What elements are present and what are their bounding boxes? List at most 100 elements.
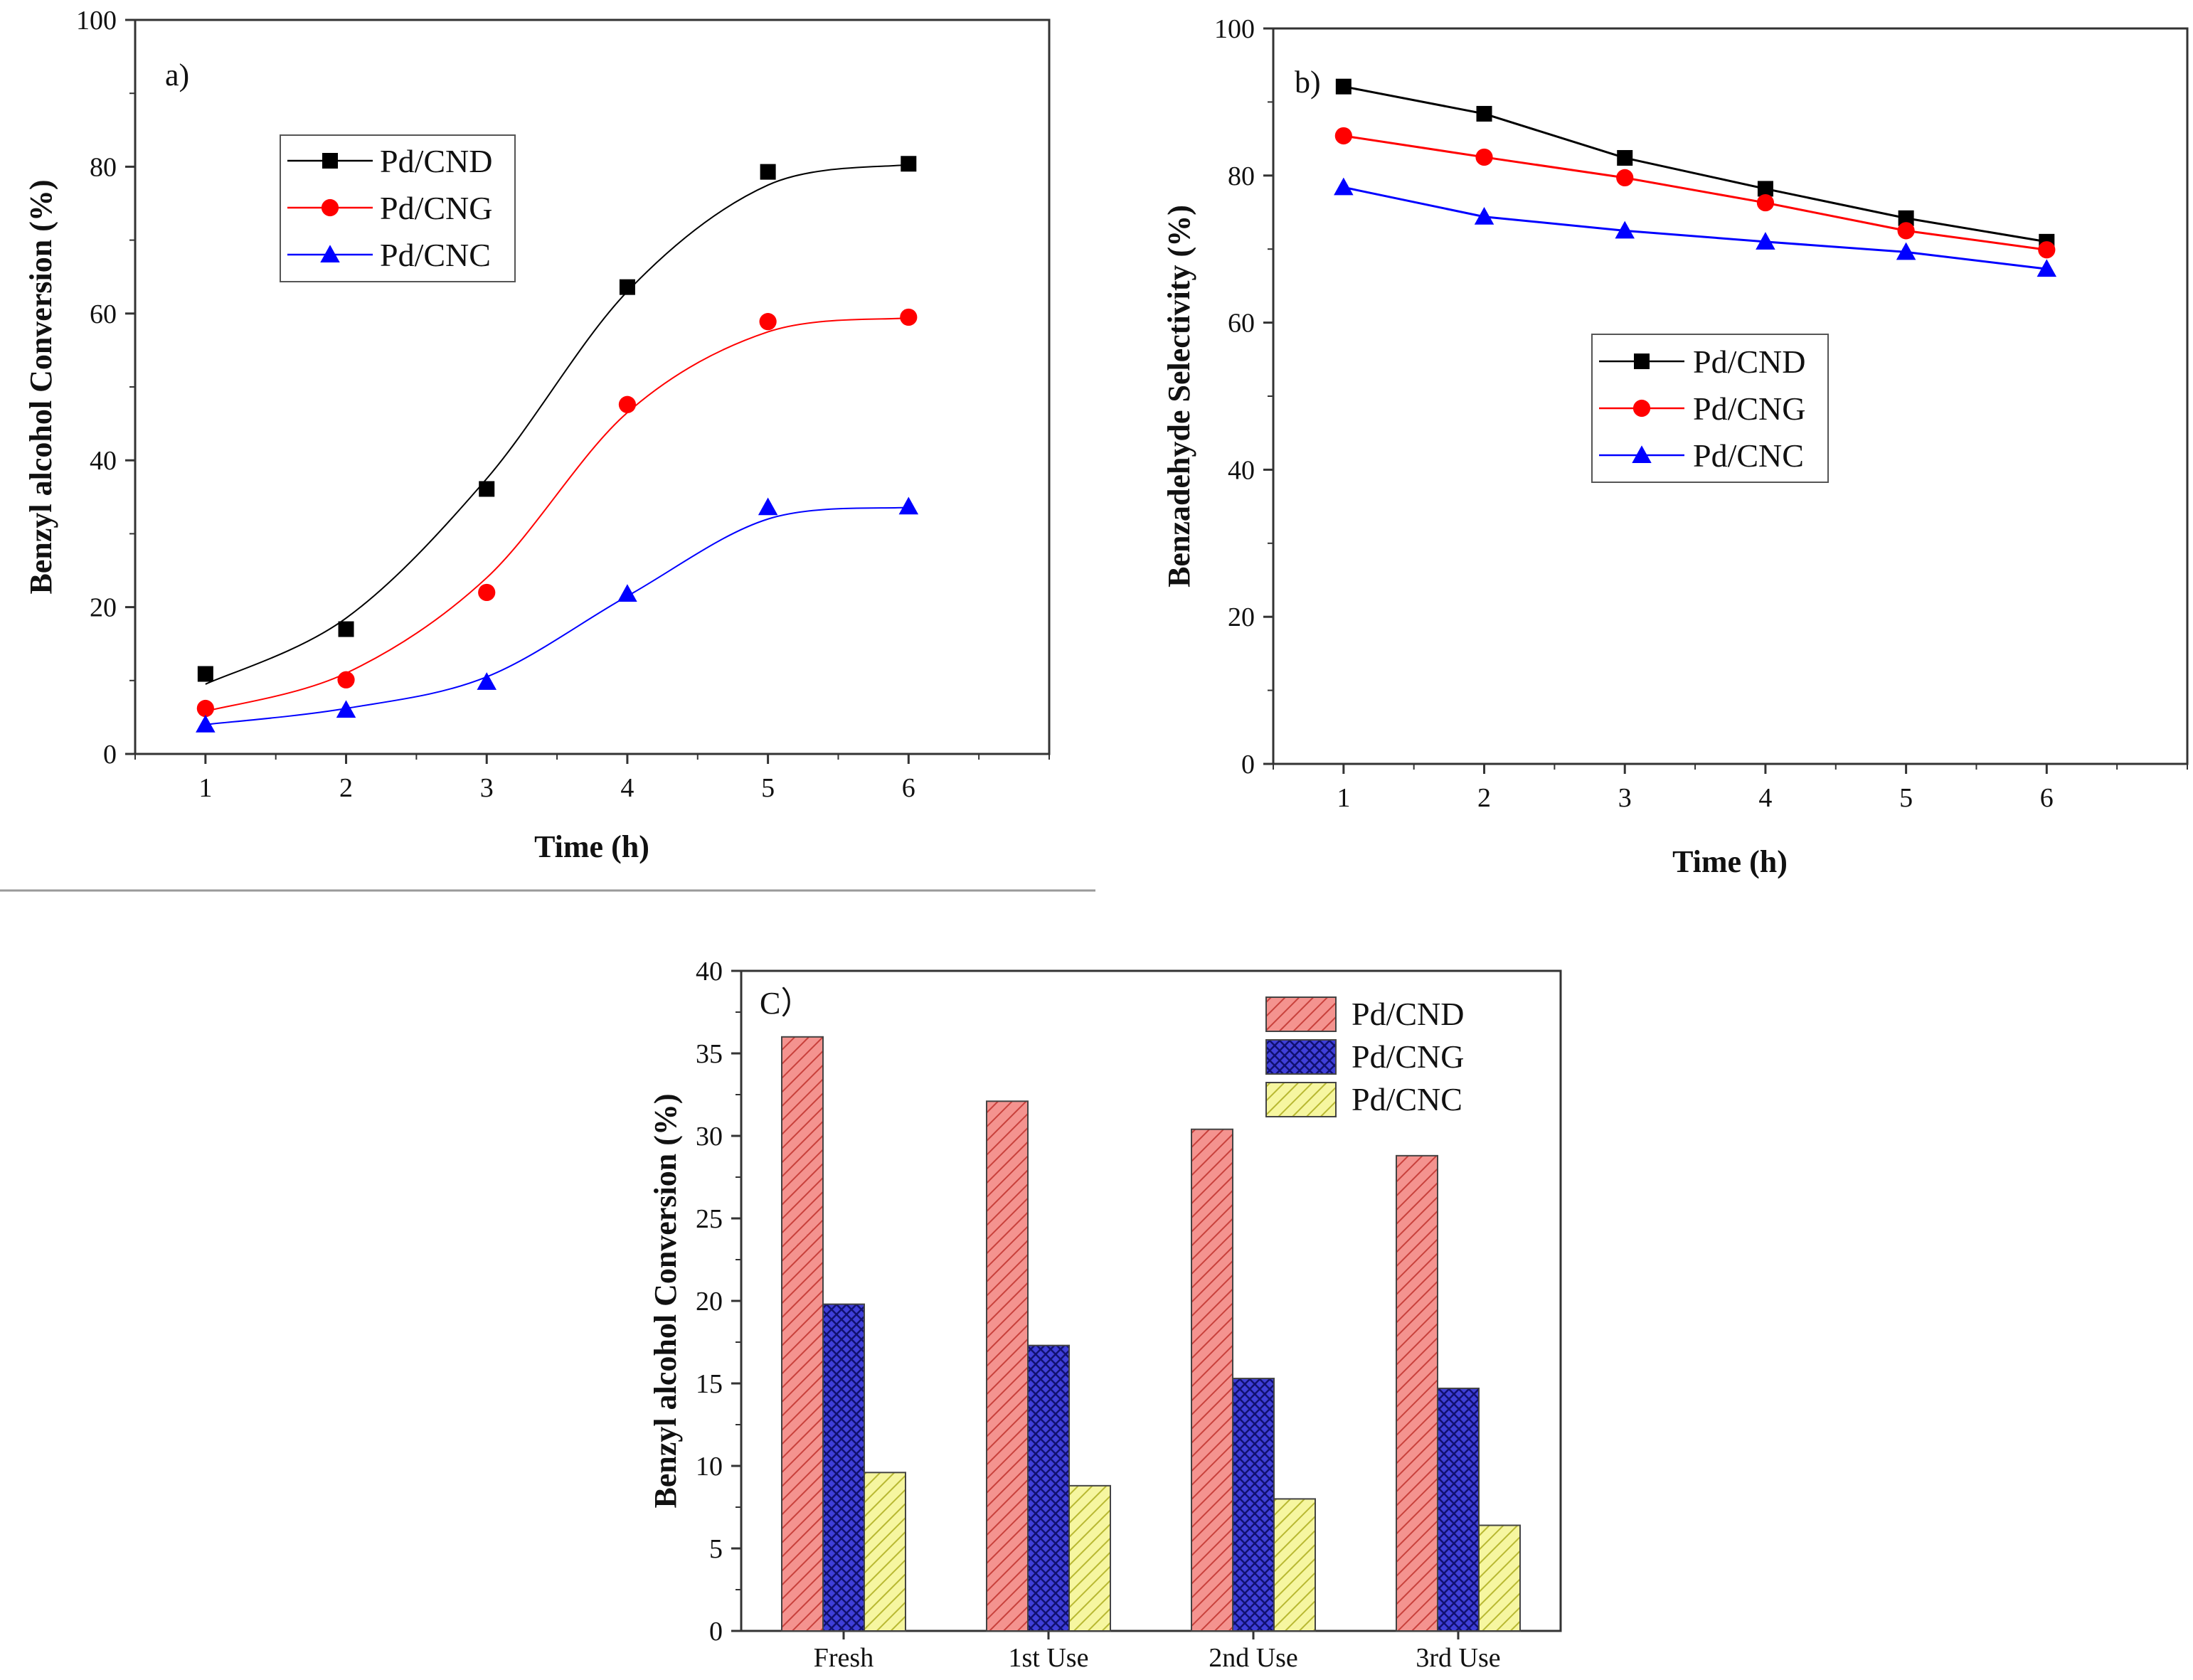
panel-a-plot-frame [134,18,1051,755]
panel-a-y-tick-label-80: 80 [90,152,117,182]
panel-b-point-pd-cng-5 [1897,222,1915,240]
panel-b-point-pd-cnd-5 [1898,210,1914,226]
panel-c-bar-pd-cng-2nd-use [1232,1378,1275,1632]
panel-c-y-tick-label-35: 35 [696,1039,723,1069]
panel-a-point-pd-cnc-1 [196,714,216,733]
panel-b-point-pd-cnc-6 [2037,259,2057,277]
panel-b-legend-label-pd-cng: Pd/CNG [1693,390,1805,427]
panel-b-x-tick-label-3: 3 [1618,783,1632,813]
panel-b-y-axis-title: Benzadehyde Selectivity (%) [1162,205,1196,588]
panel-b-point-pd-cnc-1 [1334,177,1354,196]
panel-b-series-layer [1334,78,2057,277]
panel-c-x-tick-label-fresh: Fresh [814,1643,874,1673]
panel-c-bar-pd-cnd-fresh [781,1036,824,1632]
panel-a-point-pd-cnc-6 [898,496,919,515]
panel-a-y-tick-label-40: 40 [90,446,117,476]
panel-b-line-pd-cnd [1343,85,2047,243]
panel-c-legend-swatch-pd-cnd [1265,996,1337,1032]
panel-b-y-tick-label-40: 40 [1228,455,1255,485]
panel-a-point-pd-cnd-5 [760,164,776,180]
panel-c-y-axis-title: Benzyl alcohol Conversion (%) [648,1094,683,1509]
panel-a-point-pd-cnc-4 [617,584,637,602]
panel-b-point-pd-cng-3 [1616,169,1634,187]
panel-b-line-pd-cng [1343,134,2047,251]
panel-a-point-pd-cnd-4 [619,279,635,295]
panel-a-point-pd-cnc-5 [758,497,778,516]
panel-c-y-tick-label-20: 20 [696,1287,723,1317]
panel-a-point-pd-cng-5 [759,313,777,331]
panel-c-y-tick-label-40: 40 [696,957,723,987]
panel-b-y-tick-label-0: 0 [1241,750,1255,780]
panel-c-bar-pd-cnc-1st-use [1068,1484,1111,1632]
panel-c-y-tick-label-15: 15 [696,1369,723,1399]
panel-c-bar-pd-cnc-2nd-use [1273,1498,1316,1632]
panel-b-point-pd-cnd-3 [1617,149,1633,166]
panel-c-bar-pd-cnc-fresh [864,1472,906,1632]
panel-a-y-tick-label-0: 0 [103,740,117,770]
panel-c-reuse-bar-chart: C） Benzyl alcohol Conversion (%) 0 5 10 15 2… [648,957,1562,1673]
panel-a-point-pd-cng-4 [618,395,637,413]
panel-c-y-tick-label-30: 30 [696,1122,723,1152]
panel-a-label: a) [165,58,189,92]
panel-b-line-pd-cnc [1343,186,2047,270]
panel-c-y-tick-label-0: 0 [709,1617,723,1647]
panel-a-x-tick-label-4: 4 [620,773,634,803]
panel-a-legend-label-pd-cng: Pd/CNG [380,190,492,226]
panel-a-y-axis-title: Benzyl alcohol Conversion (%) [23,180,58,595]
panel-b-x-tick-label-5: 5 [1899,783,1913,813]
panel-a-x-tick-label-2: 2 [339,773,353,803]
panel-c-x-tick-label-1st-use: 1st Use [1009,1643,1089,1673]
panel-c-axis-ticks: 0 5 10 15 20 25 30 35 40 Fresh 1st Use 2nd Use 3rd U… [696,957,1501,1673]
panel-a-y-tick-label-60: 60 [90,299,117,329]
panel-a-point-pd-cnd-1 [197,666,213,682]
panel-a-axis-ticks: 0 20 40 60 80 100 1 2 3 4 5 6 [76,6,1050,803]
panel-a-x-tick-label-6: 6 [902,773,915,803]
panel-a-y-tick-label-100: 100 [76,6,117,36]
panel-c-y-tick-label-25: 25 [696,1204,723,1234]
panel-a-point-pd-cng-1 [196,699,214,718]
panel-a-point-pd-cng-2 [337,671,355,689]
panel-b-legend-label-pd-cnd: Pd/CND [1693,344,1805,380]
panel-c-legend-items [1265,996,1337,1117]
panel-b-legend-marker-pd-cnc [1632,445,1652,463]
panel-c-bar-pd-cnd-1st-use [986,1100,1029,1632]
panel-b-legend: Pd/CND Pd/CNG Pd/CNC [1591,334,1829,483]
panel-b-y-tick-label-20: 20 [1228,602,1255,632]
panel-c-legend-label-pd-cng: Pd/CNG [1352,1038,1464,1075]
panel-c-legend: Pd/CND Pd/CNG Pd/CNC [1265,996,1464,1117]
panel-b-point-pd-cnd-4 [1757,181,1773,197]
panel-c-x-tick-label-3rd-use: 3rd Use [1416,1643,1500,1673]
panel-c-bar-pd-cng-3rd-use [1437,1387,1480,1632]
panel-c-y-tick-label-10: 10 [696,1452,723,1482]
panel-c-bar-pd-cnc-3rd-use [1478,1524,1521,1632]
panel-a-legend-label-pd-cnc: Pd/CNC [380,237,491,273]
panel-b-point-pd-cnc-2 [1474,206,1494,225]
panel-b-legend-marker-pd-cng [1632,399,1651,418]
panel-c-x-tick-label-2nd-use: 2nd Use [1209,1643,1298,1673]
panel-a-y-tick-label-20: 20 [90,593,117,623]
panel-b-point-pd-cng-2 [1475,148,1493,166]
panel-b-point-pd-cnd-1 [1335,78,1352,95]
panel-a-point-pd-cnc-3 [477,672,497,690]
panel-b-point-pd-cnd-2 [1476,105,1492,122]
panel-c-bars-layer [781,1036,1521,1632]
panel-a-legend-marker-pd-cnd [322,153,338,169]
panel-a-line-pd-cng [205,317,909,713]
panel-a-legend-marker-pd-cnc [320,245,340,262]
panel-b-x-tick-label-6: 6 [2040,783,2054,813]
panel-a-x-axis-title: Time (h) [534,829,649,864]
panel-c-bar-pd-cnd-2nd-use [1191,1128,1233,1632]
panel-a-x-tick-label-1: 1 [198,773,212,803]
panel-c-y-tick-label-5: 5 [709,1534,723,1564]
panel-c-legend-label-pd-cnc: Pd/CNC [1352,1081,1462,1117]
panel-c-bar-pd-cnd-3rd-use [1396,1154,1438,1632]
panel-b-legend-label-pd-cnc: Pd/CNC [1693,437,1804,474]
panel-a-line-pd-cnc [205,506,909,725]
panel-a-legend-items [287,153,373,262]
panel-b-axis-ticks: 0 20 40 60 80 100 1 2 3 4 5 6 [1214,14,2188,813]
panel-b-label: b) [1295,65,1321,100]
panel-a-point-pd-cnd-6 [901,156,917,172]
panel-c-legend-label-pd-cnd: Pd/CND [1352,996,1464,1032]
panel-c-legend-swatch-pd-cng [1265,1039,1337,1075]
